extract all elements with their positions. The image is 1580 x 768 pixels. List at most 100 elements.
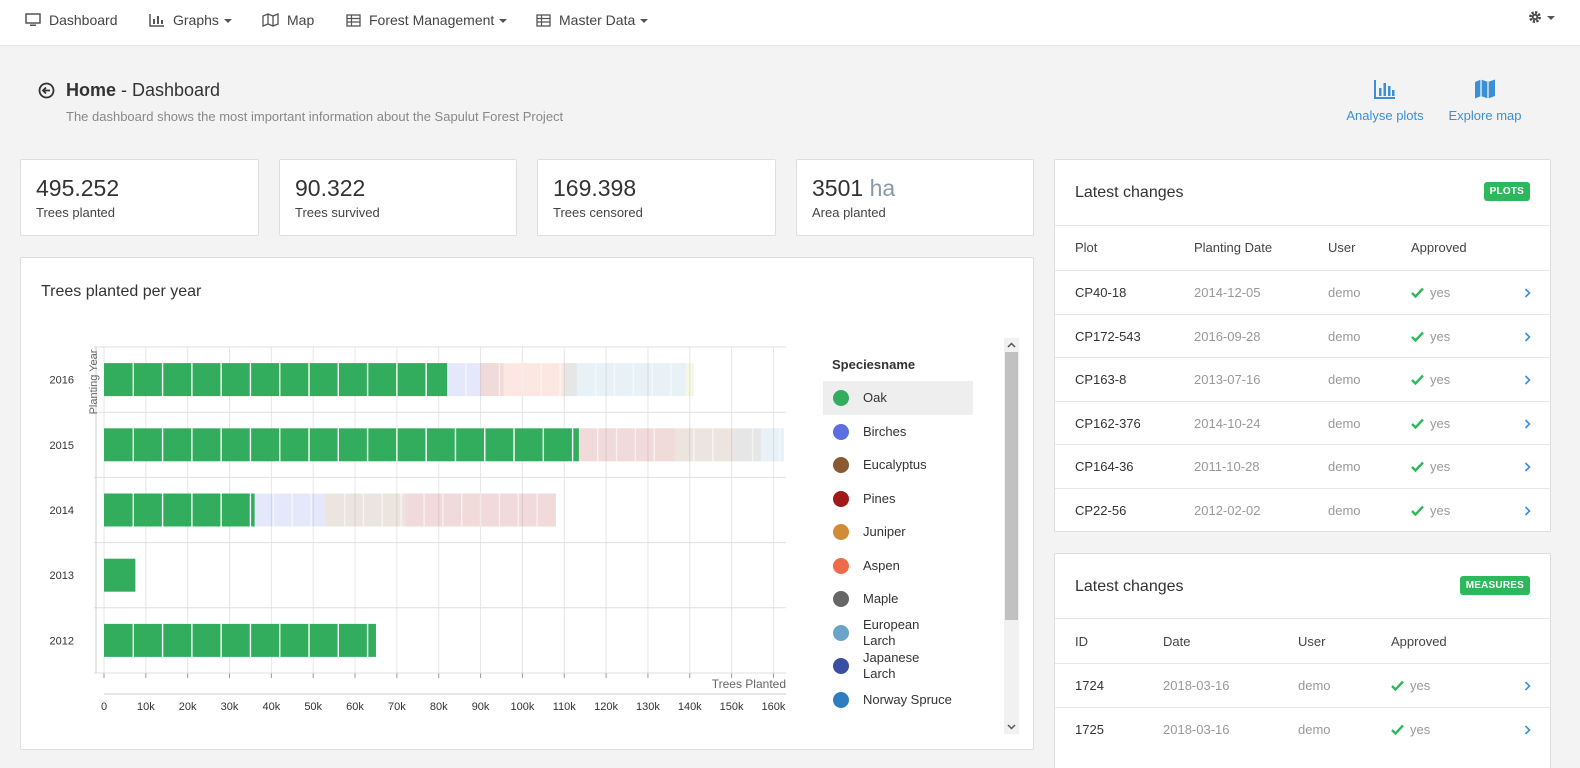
x-tick-label: 50k bbox=[304, 701, 322, 713]
x-tick-label: 120k bbox=[594, 701, 618, 713]
column-header: ID bbox=[1075, 634, 1088, 649]
chevron-right-icon[interactable] bbox=[1524, 503, 1531, 519]
row-date: 2013-07-16 bbox=[1194, 372, 1261, 388]
chevron-right-icon[interactable] bbox=[1524, 285, 1531, 301]
row-user: demo bbox=[1298, 721, 1331, 737]
chevron-right-icon[interactable] bbox=[1524, 372, 1531, 388]
y-axis-title: Planting Year bbox=[88, 349, 100, 414]
column-header: Plot bbox=[1075, 240, 1098, 255]
column-header: User bbox=[1298, 634, 1326, 649]
legend-label: Pines bbox=[863, 490, 896, 506]
row-date: 2018-03-16 bbox=[1163, 721, 1230, 737]
nav-forest-management[interactable]: Forest Management bbox=[346, 0, 508, 40]
bar-segment bbox=[480, 363, 504, 397]
caret-down-icon bbox=[223, 19, 232, 23]
row-id: CP22-56 bbox=[1075, 503, 1127, 518]
legend-label: Japanese Larch bbox=[863, 650, 920, 681]
x-tick-label: 20k bbox=[179, 701, 197, 713]
stat-label: Trees planted bbox=[36, 205, 116, 220]
row-id: 1725 bbox=[1075, 721, 1104, 737]
row-user: demo bbox=[1328, 328, 1361, 344]
legend-item[interactable]: Japanese Larch bbox=[823, 649, 973, 683]
table-row[interactable]: CP40-18 2014-12-05 demo yes bbox=[1055, 270, 1551, 314]
chevron-right-icon[interactable] bbox=[1524, 416, 1531, 432]
legend-swatch bbox=[833, 624, 849, 641]
latest-changes-plots-panel: Latest changes PLOTS Plot Planting Date … bbox=[1054, 159, 1551, 532]
desktop-icon bbox=[25, 13, 41, 26]
divider bbox=[1055, 225, 1551, 226]
row-approved: yes bbox=[1411, 416, 1450, 431]
analyse-plots-link[interactable]: Analyse plots bbox=[1330, 78, 1440, 123]
measures-badge: MEASURES bbox=[1459, 576, 1530, 595]
row-id: CP172-543 bbox=[1075, 328, 1141, 344]
x-tick-label: 10k bbox=[137, 701, 155, 713]
settings-menu[interactable] bbox=[1528, 10, 1555, 24]
legend-scrollbar[interactable] bbox=[1004, 338, 1019, 734]
row-user: demo bbox=[1328, 415, 1361, 431]
bar-segment bbox=[503, 363, 565, 397]
row-id: 1724 bbox=[1075, 678, 1104, 693]
x-tick-label: 160k bbox=[762, 701, 786, 713]
nav-dashboard[interactable]: Dashboard bbox=[25, 0, 118, 40]
scroll-up-icon[interactable] bbox=[1004, 338, 1019, 352]
legend-item[interactable]: Pines bbox=[823, 482, 973, 516]
chevron-right-icon[interactable] bbox=[1524, 722, 1531, 738]
row-approved: yes bbox=[1391, 722, 1430, 737]
row-approved: yes bbox=[1411, 372, 1450, 387]
table-row[interactable]: 1725 2018-03-16 demo yes bbox=[1055, 706, 1551, 751]
legend-item[interactable]: Norway Spruce bbox=[823, 683, 973, 717]
legend-item[interactable]: Aspen bbox=[823, 549, 973, 583]
y-tick-label: 2012 bbox=[50, 635, 74, 647]
chevron-right-icon[interactable] bbox=[1524, 678, 1531, 694]
row-approved: yes bbox=[1411, 459, 1450, 474]
stat-value: 169.398 bbox=[553, 175, 637, 201]
bar-segment bbox=[254, 493, 326, 527]
legend-label: Birches bbox=[863, 423, 907, 439]
back-circle-icon[interactable] bbox=[38, 82, 55, 99]
chart-title: Trees planted per year bbox=[41, 283, 202, 300]
table-row[interactable]: CP164-36 2011-10-28 demo yes bbox=[1055, 444, 1551, 488]
legend-item[interactable]: Eucalyptus bbox=[823, 448, 973, 482]
gear-icon bbox=[1529, 11, 1541, 23]
nav-graphs[interactable]: Graphs bbox=[149, 0, 232, 40]
scroll-down-icon[interactable] bbox=[1004, 720, 1019, 734]
map-icon bbox=[262, 13, 279, 27]
x-tick-label: 110k bbox=[553, 701, 577, 713]
panel-title: Latest changes bbox=[1075, 184, 1184, 201]
legend-item[interactable]: Maple bbox=[823, 582, 973, 616]
approved-text: yes bbox=[1430, 503, 1451, 518]
row-approved: yes bbox=[1411, 503, 1450, 518]
nav-map[interactable]: Map bbox=[262, 0, 314, 40]
row-id: CP162-376 bbox=[1075, 415, 1141, 431]
check-icon bbox=[1411, 418, 1424, 429]
scroll-thumb[interactable] bbox=[1005, 352, 1018, 620]
nav-master-data[interactable]: Master Data bbox=[536, 0, 649, 40]
table-row[interactable]: CP22-56 2012-02-02 demo yes bbox=[1055, 488, 1551, 532]
column-header: Planting Date bbox=[1194, 240, 1273, 255]
legend-item[interactable]: Juniper bbox=[823, 515, 973, 549]
explore-map-link[interactable]: Explore map bbox=[1430, 78, 1540, 123]
nav-label: Dashboard bbox=[49, 12, 118, 28]
check-icon bbox=[1411, 462, 1424, 473]
column-header: Date bbox=[1163, 634, 1191, 649]
legend-item[interactable]: Birches bbox=[823, 415, 973, 449]
table-row[interactable]: CP162-376 2014-10-24 demo yes bbox=[1055, 400, 1551, 445]
chevron-right-icon[interactable] bbox=[1524, 459, 1531, 475]
table-row[interactable]: CP172-543 2016-09-28 demo yes bbox=[1055, 313, 1551, 358]
approved-text: yes bbox=[1430, 328, 1451, 344]
nav-label: Master Data bbox=[559, 12, 636, 28]
check-icon bbox=[1411, 287, 1424, 298]
chevron-right-icon[interactable] bbox=[1524, 329, 1531, 345]
stat-card-trees-survived: 90.322 Trees survived bbox=[279, 159, 517, 236]
table-row[interactable]: 1724 2018-03-16 demo yes bbox=[1055, 663, 1551, 707]
bar-segment bbox=[447, 363, 481, 397]
row-user: demo bbox=[1328, 372, 1361, 388]
bar-segment bbox=[685, 363, 694, 397]
table-row[interactable]: CP163-8 2013-07-16 demo yes bbox=[1055, 357, 1551, 401]
legend-item[interactable]: Oak bbox=[823, 381, 973, 415]
legend-swatch bbox=[833, 658, 849, 674]
legend-item[interactable]: European Larch bbox=[823, 616, 973, 650]
check-icon bbox=[1391, 680, 1404, 691]
row-date: 2012-02-02 bbox=[1194, 503, 1261, 518]
x-tick-label: 70k bbox=[388, 701, 406, 713]
